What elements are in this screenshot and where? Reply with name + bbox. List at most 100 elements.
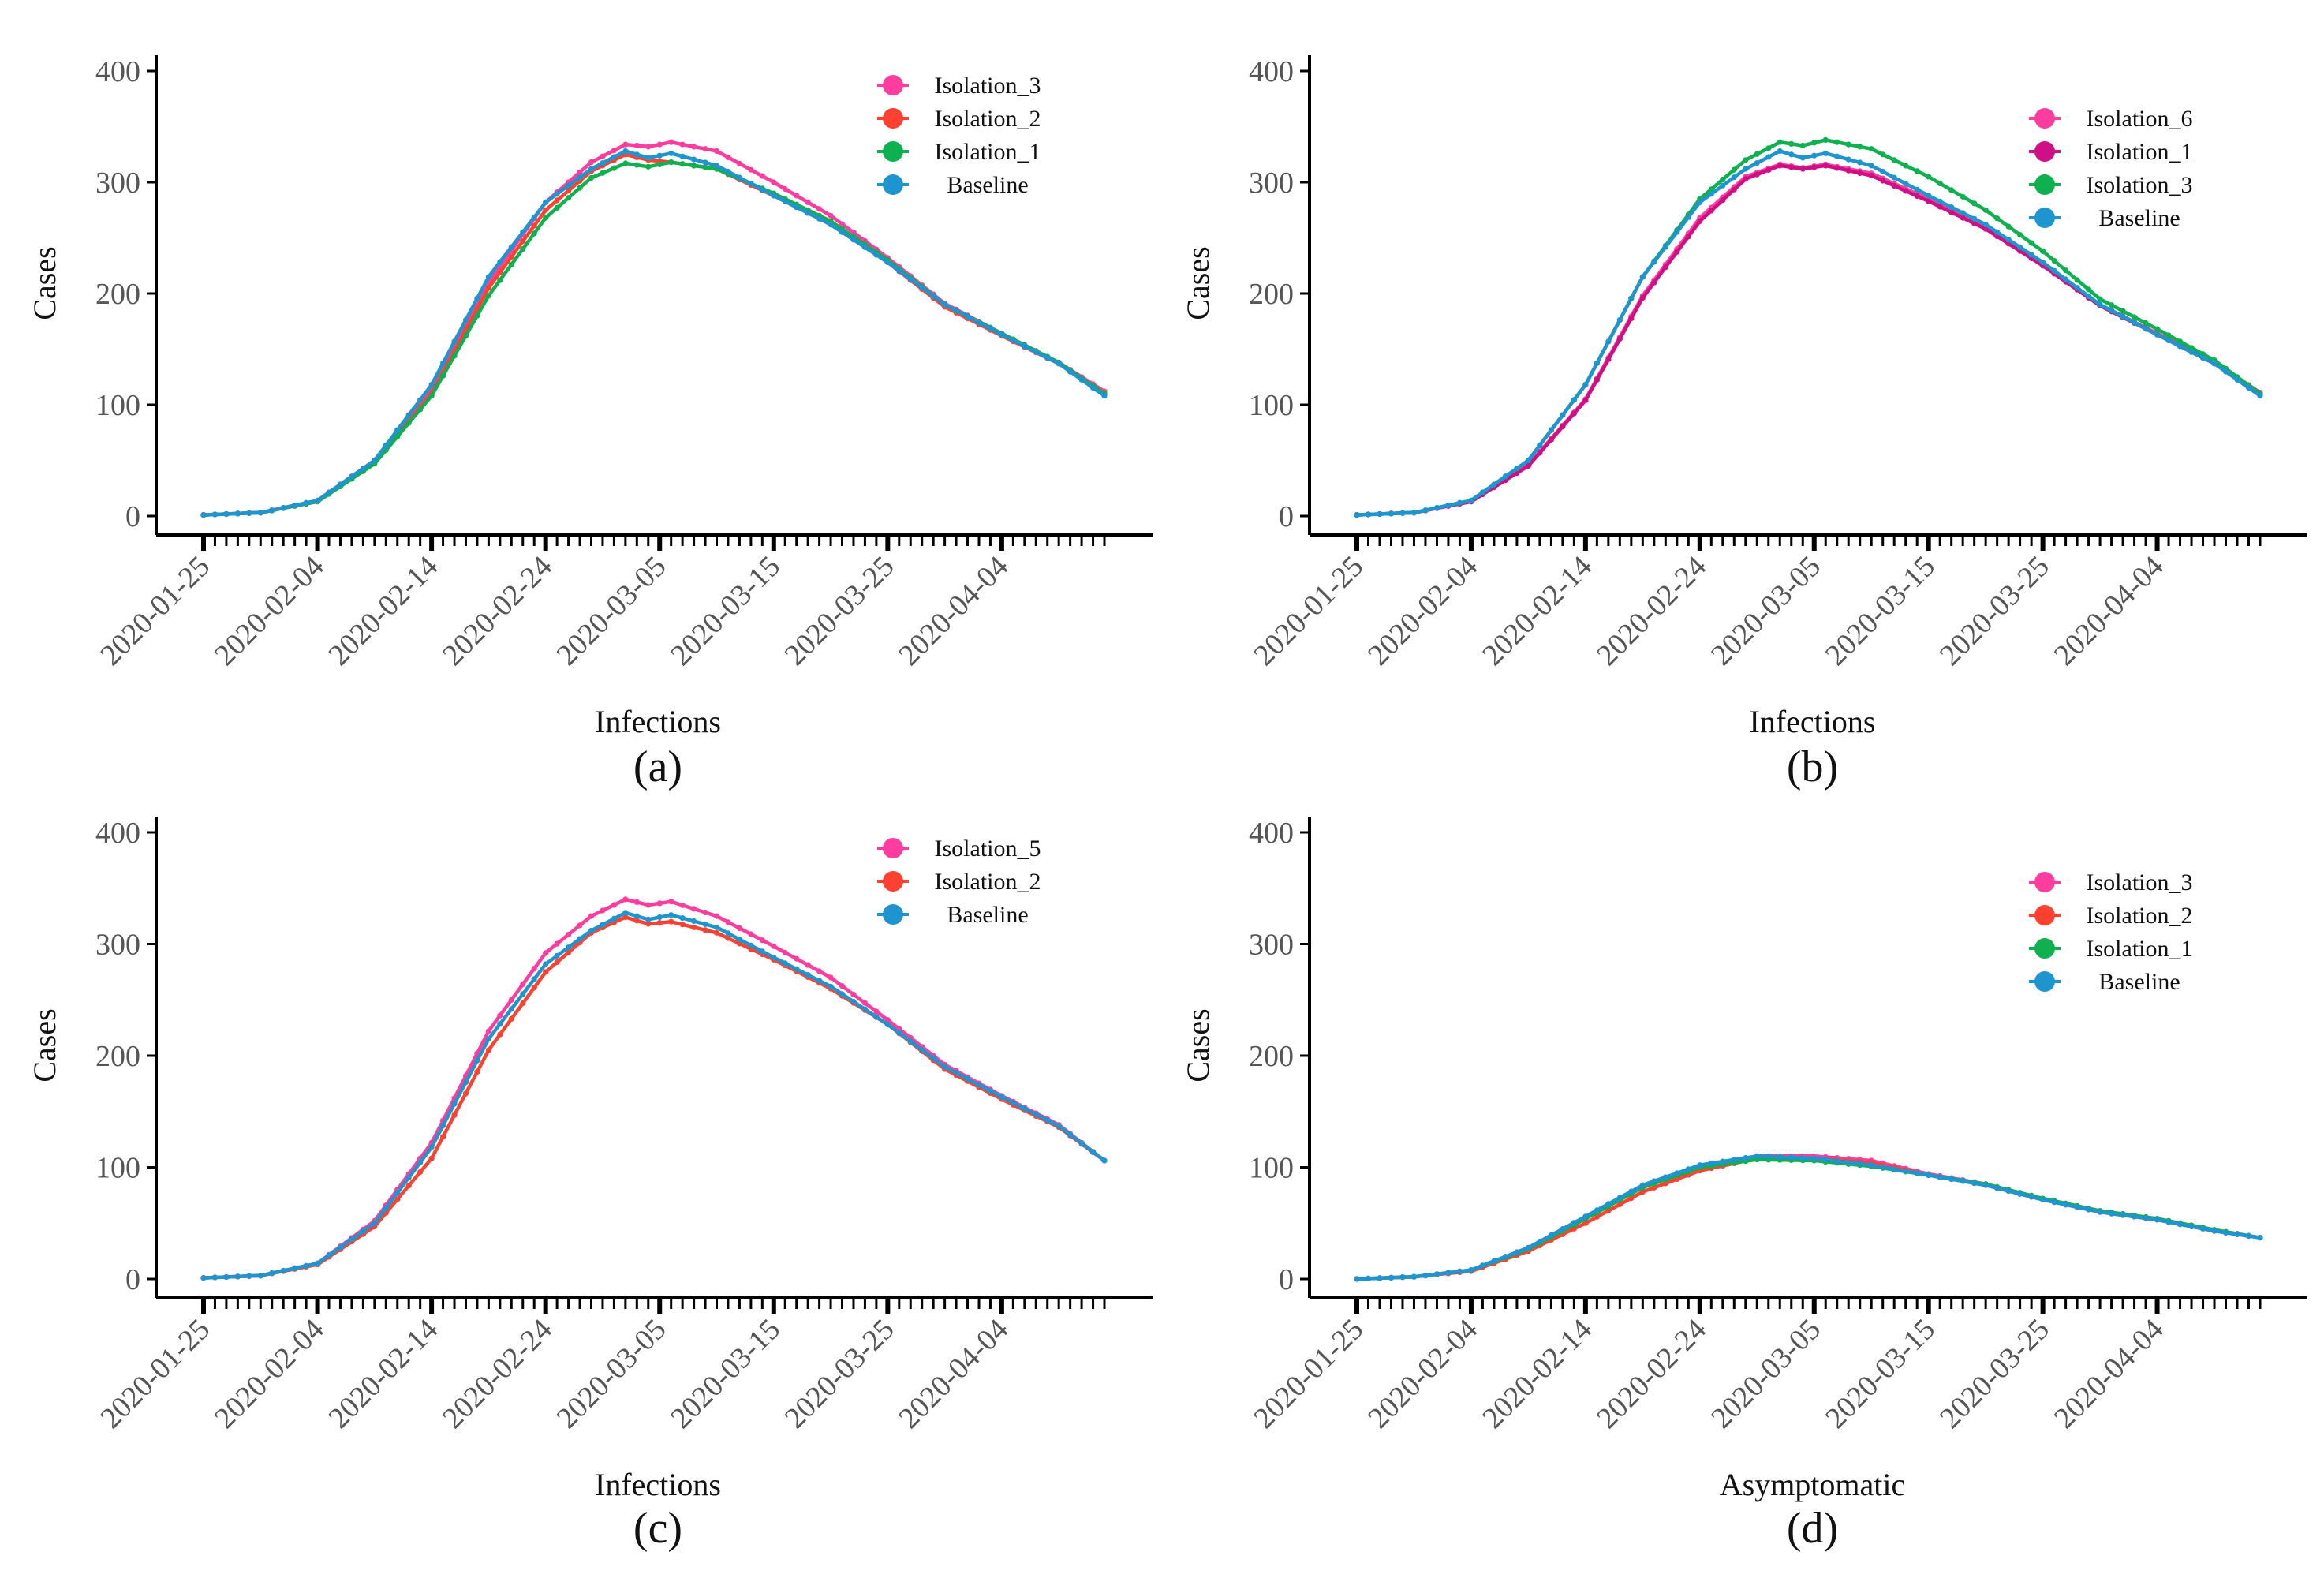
series-baseline [1354,148,2263,518]
series-baseline [200,148,1108,518]
series-point [1960,1178,1966,1184]
series-point [1903,163,1909,169]
series-point [349,473,355,480]
x-tick-label: 2020-04-04 [892,1313,1014,1435]
series-point [566,931,572,938]
series-point [462,1090,469,1097]
series-point [1628,1195,1635,1202]
series-point [1765,145,1772,151]
y-tick-label: 100 [95,389,140,422]
series-point [1811,152,1818,159]
series-point [725,935,731,941]
series-point [850,237,857,243]
series-point [1582,1213,1589,1220]
series-point [1777,148,1783,155]
x-tick-label: 2020-03-05 [1705,550,1827,672]
series-point [1399,510,1406,516]
legend-marker [883,904,903,925]
legend-item: Isolation_1 [877,139,1041,165]
legend-label: Isolation_3 [2087,172,2193,198]
series-point [611,154,618,160]
series-point [816,978,823,984]
series-point [828,974,834,981]
series-point [1685,214,1691,220]
series-point [611,148,618,154]
series-point [1857,144,1863,150]
series-point [1639,1182,1646,1188]
series-point [234,1273,241,1280]
series-point [554,940,560,947]
series-point [1525,462,1531,469]
series-point [1651,259,1657,265]
legend-marker [2034,971,2055,992]
series-point [485,293,492,299]
series-point [2165,337,2172,344]
series-point [417,1169,424,1175]
series-point [1754,151,1760,157]
series-point [2143,320,2149,327]
legend-item: Isolation_3 [2029,172,2193,198]
series-point [600,907,606,914]
series-point [1708,191,1714,197]
legend-marker [883,871,903,892]
series-point [1720,176,1726,183]
series-point [554,959,560,966]
legend-label: Isolation_1 [2087,139,2193,165]
legend-item: Isolation_6 [2029,106,2193,132]
legend-label: Isolation_5 [935,836,1041,862]
series-line [203,152,1106,517]
series-point [839,221,846,227]
series-isolation_2 [200,151,1108,518]
series-point [1937,180,1943,186]
series-point [2109,1210,2115,1217]
series-point [531,966,537,972]
series-point [1891,1166,1897,1172]
series-point [2063,267,2069,274]
series-point [1926,193,1932,199]
y-tick-label: 0 [125,500,140,533]
series-point [2120,308,2126,314]
series-point [2028,252,2034,258]
series-point [531,985,537,991]
series-point [782,960,788,967]
series-line [203,160,1106,517]
series-point [474,1057,480,1064]
series-point [1433,1271,1440,1277]
series-point [1765,166,1772,174]
series-point [713,148,720,155]
series-point [622,141,629,148]
legend-label: Baseline [947,172,1028,198]
series-point [1868,172,1874,179]
x-tick-label: 2020-02-14 [1476,1313,1598,1435]
series-point [1743,1155,1749,1161]
series-point [1616,1195,1623,1201]
series-point [497,1021,503,1027]
series-point [1880,178,1886,184]
series-point [600,922,606,928]
series-point [2257,1235,2263,1241]
series-point [600,160,606,166]
series-point [1822,163,1829,169]
series-point [1960,210,1966,216]
series-point [405,1174,412,1181]
series-point [1857,1161,1863,1167]
series-point [1491,481,1497,488]
x-tick-label: 2020-03-25 [1934,1313,2056,1435]
series-point [223,1273,230,1281]
series-point [588,174,595,181]
y-tick-label: 0 [125,1263,140,1296]
series-point [1674,1170,1680,1176]
series-point [257,510,263,516]
series-point [315,1260,321,1266]
series-point [234,510,241,517]
series-point [964,313,971,320]
panel-a-infections-chart: 01002003004002020-01-252020-02-042020-02… [27,55,1153,791]
series-point [656,900,663,907]
series-point [462,1079,469,1086]
legend-item: Isolation_2 [877,869,1041,895]
series-point [2120,1212,2126,1218]
series-point [1067,1131,1074,1138]
series-point [884,1021,891,1027]
series-baseline [1354,1153,2263,1282]
series-point [520,1000,526,1007]
